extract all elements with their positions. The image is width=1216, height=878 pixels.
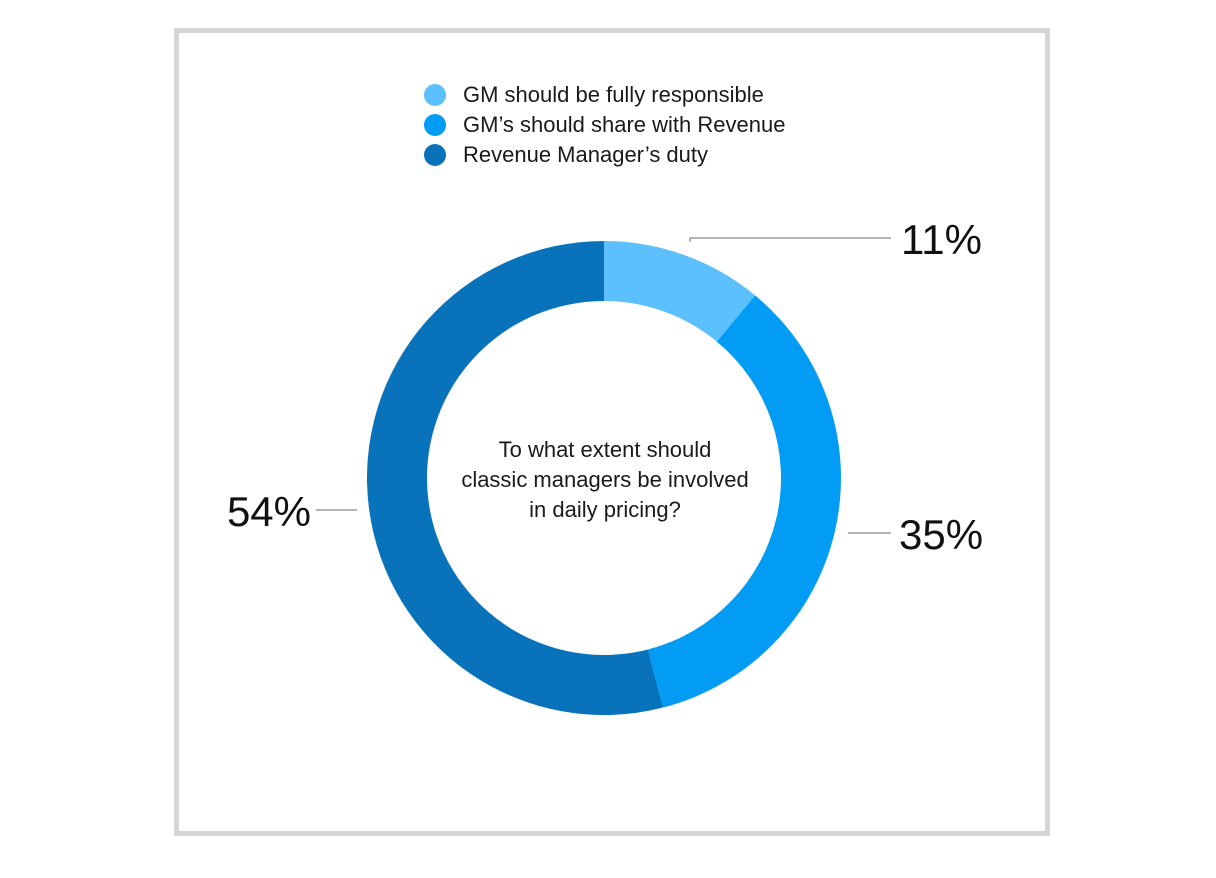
legend-swatch [424,144,446,166]
chart-legend: GM should be fully responsible GM’s shou… [424,80,785,170]
donut-slice [366,240,663,715]
slice-value-label: 11% [901,216,982,263]
legend-swatch [424,114,446,136]
legend-item-gm-fully-responsible: GM should be fully responsible [424,80,785,110]
legend-label: GM should be fully responsible [463,82,764,107]
legend-item-gm-share-with-revenue: GM’s should share with Revenue [424,110,785,140]
slice-leader-line [689,237,891,242]
legend-swatch [424,84,446,106]
donut-slice [604,241,756,342]
legend-label: Revenue Manager’s duty [463,142,709,167]
slice-value-label: 35% [899,511,983,558]
legend-label: GM’s should share with Revenue [463,112,786,137]
chart-center-question: To what extent should classic managers b… [461,437,749,522]
legend-item-revenue-manager-duty: Revenue Manager’s duty [424,140,785,170]
donut-slice [648,295,841,708]
slice-value-label: 54% [227,488,311,535]
